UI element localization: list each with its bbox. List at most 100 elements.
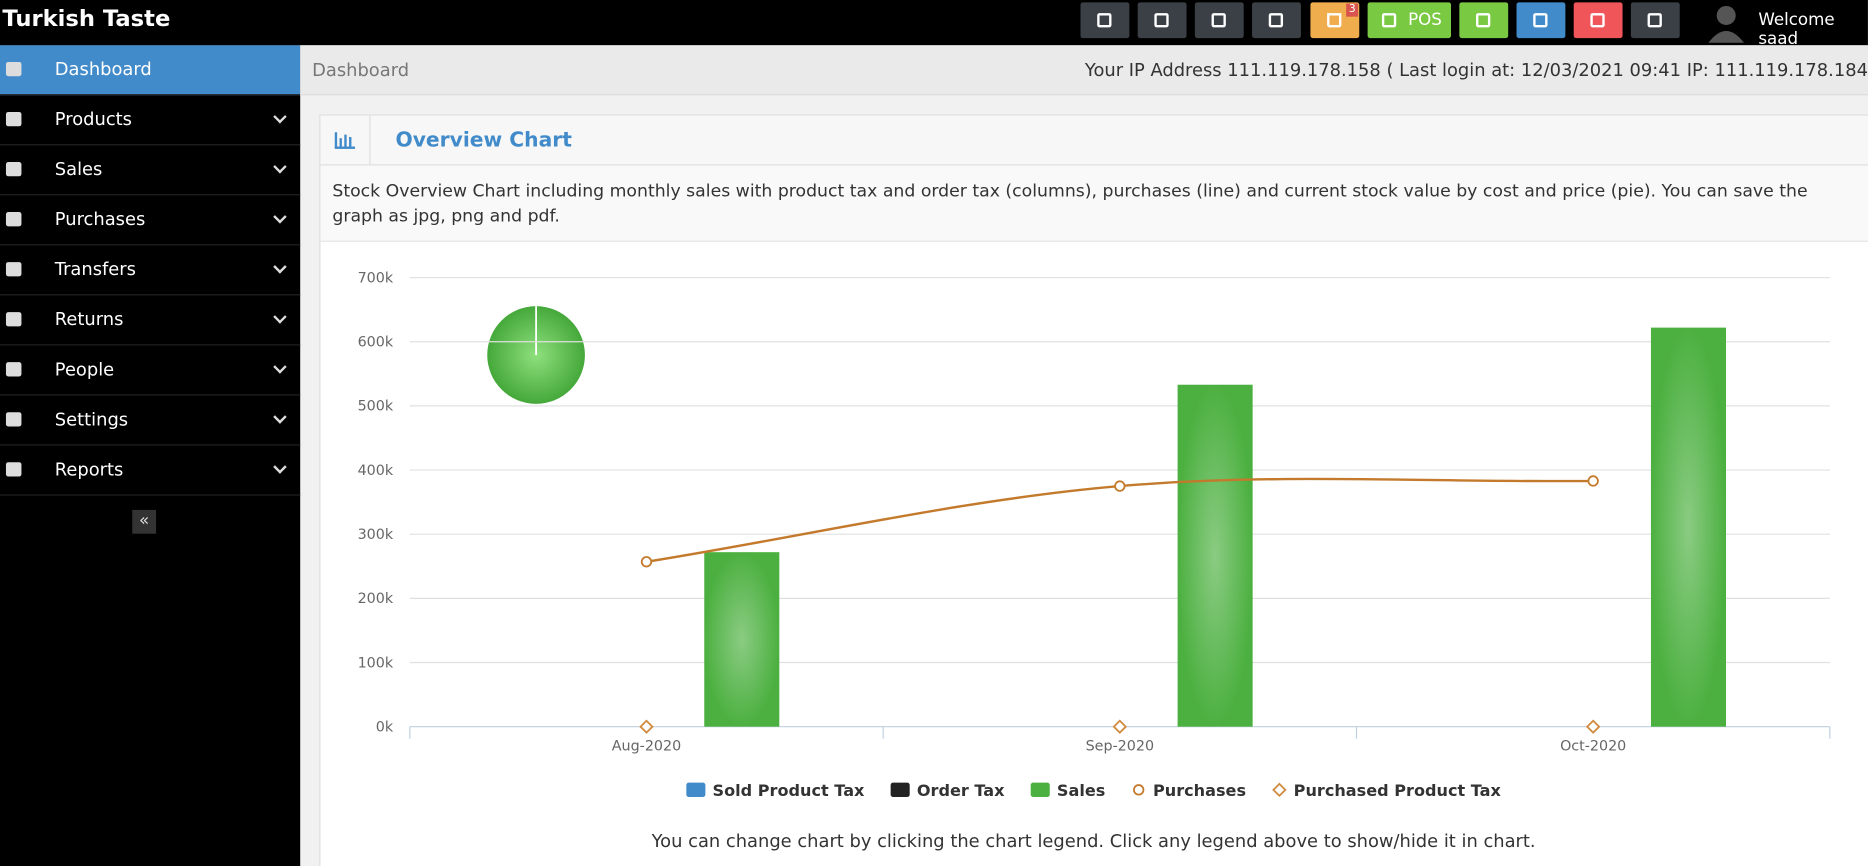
sidebar: Dashboard Products Sales Purchases Transfers…	[0, 45, 301, 866]
nav-item[interactable]: Purchases	[0, 195, 301, 246]
legend-swatch	[1133, 784, 1145, 796]
chevron	[273, 260, 287, 274]
nav-item[interactable]: Settings	[0, 396, 301, 446]
calculator-button[interactable]	[1194, 2, 1244, 39]
y-tick-label: 200k	[358, 591, 394, 607]
chevron	[273, 360, 287, 374]
x-tick-label: Oct-2020	[1560, 739, 1626, 755]
nav-label: Returns	[54, 308, 124, 330]
welcome[interactable]: Welcome saad	[1758, 10, 1835, 49]
nav-label: Products	[54, 108, 132, 130]
chevron	[273, 210, 287, 224]
nav-label: Settings	[54, 408, 129, 431]
nav-label: Purchases	[54, 208, 146, 230]
x-tick-label: Aug-2020	[612, 739, 681, 755]
line-marker	[1114, 480, 1126, 492]
chart-footer: You can change chart by clicking the cha…	[651, 830, 1536, 852]
legend-item[interactable]: Sold Product Tax	[686, 781, 865, 800]
nav-item[interactable]: Products	[0, 95, 301, 146]
pos-label: POS	[1408, 10, 1442, 30]
legend-swatch	[1272, 782, 1287, 798]
nav-label: People	[54, 358, 115, 381]
brand[interactable]: Turkish Taste	[2, 5, 171, 33]
nav-item[interactable]: Transfers	[0, 245, 301, 296]
y-tick-label: 100k	[358, 655, 394, 671]
dashboard-button[interactable]	[1080, 2, 1130, 39]
y-tick-label: 700k	[358, 270, 394, 286]
breadcrumb[interactable]: Dashboard	[312, 59, 410, 82]
legend-item[interactable]: Purchases	[1133, 781, 1246, 800]
nav-icon	[5, 462, 22, 477]
diamond-marker	[1112, 719, 1128, 734]
legend-label: Order Tax	[917, 781, 1005, 800]
diamond-marker	[639, 719, 654, 734]
nav-icon	[5, 312, 22, 327]
legend-label: Purchased Product Tax	[1294, 781, 1502, 800]
grid-button[interactable]	[1630, 2, 1680, 39]
nav-icon	[5, 412, 22, 427]
panel-description: Stock Overview Chart including monthly s…	[320, 165, 1868, 242]
nav-icon	[5, 162, 22, 177]
legend-item[interactable]: Order Tax	[890, 781, 1005, 800]
nav-icon	[5, 111, 22, 127]
nav-item[interactable]: People	[0, 345, 301, 396]
y-tick-label: 600k	[358, 334, 394, 350]
nav-icon	[5, 212, 22, 227]
nav-icon	[5, 362, 22, 377]
pos-button[interactable]: POS	[1367, 2, 1452, 39]
y-tick-label: 0k	[376, 719, 394, 735]
panel: Overview Chart Stock Overview Chart incl…	[319, 114, 1868, 866]
nav-icon	[5, 61, 22, 77]
html-button[interactable]	[1252, 2, 1301, 39]
nav-icon	[5, 262, 22, 277]
collapse-button[interactable]: «	[132, 509, 157, 534]
nav-item[interactable]: Sales	[0, 145, 301, 196]
bar-shine	[1177, 384, 1253, 727]
avatar[interactable]	[1706, 2, 1747, 43]
alert-button[interactable]: 3	[1310, 2, 1360, 39]
legend: Sold Product Tax Order Tax Sales Purchases P…	[686, 781, 1502, 800]
legend-swatch	[890, 782, 910, 797]
panel-icon	[334, 115, 371, 165]
legend-swatch	[1030, 782, 1050, 797]
nav-label: Transfers	[54, 258, 136, 280]
diamond-marker	[1585, 719, 1601, 734]
settings-button[interactable]	[1137, 2, 1187, 39]
nav-item[interactable]: Returns	[0, 295, 301, 346]
panel-title: Overview Chart	[395, 128, 572, 153]
legend-item[interactable]: Purchased Product Tax	[1272, 781, 1502, 800]
bar-shine	[1650, 327, 1726, 727]
legend-label: Sold Product Tax	[713, 781, 866, 800]
nav-label: Reports	[54, 458, 124, 481]
nav-item[interactable]: Reports	[0, 446, 301, 496]
line-marker	[640, 556, 653, 568]
y-tick-label: 300k	[358, 527, 394, 543]
timer-button[interactable]	[1459, 2, 1509, 39]
login-info: Your IP Address 111.119.178.158 ( Last l…	[1084, 59, 1868, 82]
clear-button[interactable]	[1573, 2, 1623, 39]
alert-badge: 3	[1346, 3, 1359, 17]
x-tick-label: Sep-2020	[1086, 739, 1154, 755]
y-tick-label: 400k	[358, 463, 394, 479]
description-text: Stock Overview Chart including monthly s…	[332, 182, 1808, 227]
legend-label: Sales	[1057, 781, 1105, 800]
legend-item[interactable]: Sales	[1030, 781, 1106, 800]
breadcrumb-bar: Dashboard Your IP Address 111.119.178.15…	[300, 45, 1868, 96]
chevron	[273, 310, 287, 324]
nav-label: Dashboard	[54, 58, 152, 80]
list-button[interactable]	[1516, 2, 1566, 39]
nav-label: Sales	[54, 158, 103, 180]
panel-header: Overview Chart	[320, 115, 1868, 166]
legend-swatch	[686, 782, 706, 797]
line-marker	[1587, 475, 1599, 487]
chevron	[273, 110, 287, 124]
bar-shine	[704, 552, 780, 727]
legend-label: Purchases	[1153, 781, 1246, 800]
nav-item[interactable]: Dashboard	[0, 45, 301, 96]
y-tick-label: 500k	[358, 399, 394, 415]
chevron	[273, 410, 287, 424]
chevron	[273, 460, 287, 474]
chart: 0k 100k 200k 300k 400k 500k 600k 700k Aug-2020 Se…	[358, 270, 1831, 800]
top-bar: Turkish Taste 3 POS Welcome saad	[0, 0, 1868, 49]
